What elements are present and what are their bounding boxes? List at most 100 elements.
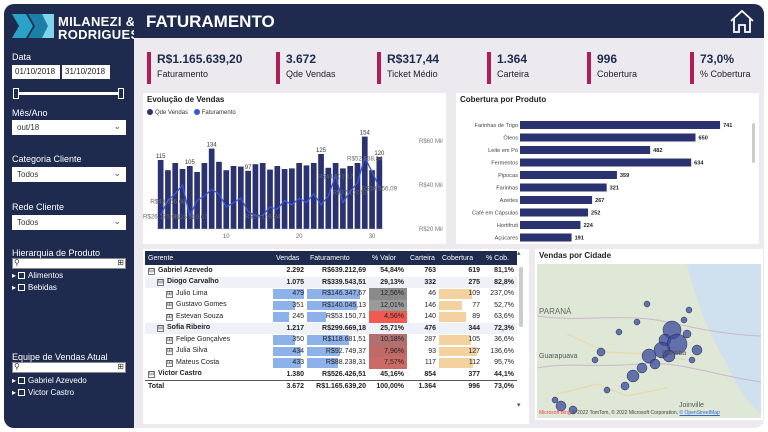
checkbox[interactable] (18, 377, 26, 384)
carteira-cell: 332 (407, 276, 439, 288)
cobertura-bar (520, 158, 692, 167)
hierarchy-search-input[interactable]: ⚲ ⊞ (12, 258, 126, 269)
qde-vendas-bar (354, 163, 361, 229)
scroll-thumb[interactable] (519, 267, 523, 327)
point-label: R$43.666,68 (150, 198, 186, 205)
team-item[interactable]: ▸ Victor Castro (12, 388, 75, 397)
point-label: R$26.146,84 (245, 213, 281, 220)
qde-vendas-bar (245, 170, 251, 229)
col-header[interactable]: % Valor (369, 251, 407, 265)
category-label: Pipocas (498, 173, 518, 179)
city-bubble (636, 362, 648, 374)
value-label: 482 (653, 148, 662, 154)
y-tick-label: R$60 Mil (419, 139, 443, 145)
expand-icon[interactable]: ⊞ (117, 362, 124, 371)
date-slider-end-handle[interactable] (118, 88, 124, 99)
chevron-down-icon: ⌄ (113, 121, 121, 131)
table-row[interactable]: ⊞ Mateus Costa 433 R$88.238,31 7,57% 117 112 95… (145, 357, 517, 369)
expand-toggle-icon[interactable]: ⊞ (166, 313, 173, 321)
table-row[interactable]: ⊞ Gustavo Gomes 351 R$140.045,13 12,01% 146 77… (145, 299, 517, 311)
osm-link[interactable]: © OpenStreetMap (679, 410, 720, 416)
qde-vendas-bar (267, 169, 273, 229)
scroll-down-icon[interactable]: ▾ (517, 402, 521, 409)
date-range-slider[interactable] (16, 92, 122, 95)
table-row[interactable]: ⊞ Julia Silva 434 R$92.749,37 7,96% 93 127 136,… (145, 345, 517, 357)
date-slider-start-handle[interactable] (13, 88, 19, 99)
row-label: Gustavo Gomes (176, 301, 227, 309)
col-header[interactable]: Carteira (407, 251, 439, 265)
city-map[interactable]: PARANÁ Guarapuava Curitiba Joinville Mic… (536, 264, 762, 418)
checkbox[interactable] (18, 284, 26, 291)
col-header[interactable]: Faturamento (307, 251, 369, 265)
city-bubble (620, 381, 630, 391)
legend-dot-icon (147, 109, 153, 115)
y-tick-label: R$40 Mil (419, 183, 443, 189)
kpi-value: R$317,44 (387, 52, 440, 66)
scroll-up-icon[interactable]: ▴ (517, 250, 521, 257)
point-label: 154 (360, 131, 371, 137)
checkbox[interactable] (18, 272, 26, 279)
qde-vendas-bar (325, 167, 332, 229)
home-icon[interactable] (728, 8, 756, 34)
expand-toggle-icon[interactable]: ⊟ (148, 267, 155, 275)
expand-toggle-icon[interactable]: ⊞ (166, 336, 173, 344)
team-item[interactable]: ▸ Gabriel Azevedo (12, 376, 87, 385)
expand-toggle-icon[interactable]: ⊟ (157, 325, 164, 333)
date-start-input[interactable]: 01/10/2018 (12, 65, 60, 79)
category-select[interactable]: Todos ⌄ (12, 167, 126, 182)
expand-icon[interactable]: ⊞ (117, 258, 124, 267)
kpi-value: 1.364 (497, 52, 528, 66)
col-header[interactable]: Cobertura (439, 251, 483, 265)
col-header[interactable]: % Cob. (483, 251, 517, 265)
date-end-input[interactable]: 31/10/2018 (62, 65, 110, 79)
hierarchy-item[interactable]: ▸ Bebidas (12, 283, 57, 292)
total-cell: 73,0% (483, 379, 517, 392)
col-header[interactable]: Vendas (273, 251, 307, 265)
city-bubble (596, 347, 606, 357)
hierarchy-filter-label: Hierarquia de Produto (12, 248, 101, 258)
expand-toggle-icon[interactable]: ⊟ (157, 279, 164, 287)
table-row[interactable]: ⊞ Julio Lima 479 R$146.347,67 12,56% 46 109 237… (145, 288, 517, 300)
month-select[interactable]: out/18 ⌄ (12, 120, 126, 135)
table-row[interactable]: ⊟ Diogo Carvalho 1.075 R$339.543,51 29,13% 33… (145, 276, 517, 288)
brand-logo: MILANEZI & RODRIGUES (12, 14, 139, 42)
table-row[interactable]: ⊟ Sofia Ribeiro 1.217 R$299.669,18 25,71% 476… (145, 322, 517, 334)
cobertura-cell: 105 (439, 334, 483, 346)
faturamento-cell: R$118.681,51 (307, 334, 369, 346)
qde-vendas-bar (303, 165, 310, 229)
kpi-qde-vendas: 3.672 Qde Vendas (276, 52, 336, 84)
pct-cob-cell: 44,1% (483, 368, 517, 380)
expand-toggle-icon[interactable]: ⊞ (166, 290, 173, 298)
network-select-value: Todos (17, 218, 39, 227)
network-select[interactable]: Todos ⌄ (12, 215, 126, 230)
table-row[interactable]: ⊞ Felipe Gonçalves 350 R$118.681,51 10,18% 28… (145, 334, 517, 346)
pct-cob-cell: 72,3% (483, 322, 517, 334)
expand-toggle-icon[interactable]: ⊞ (166, 359, 173, 367)
city-bubble (680, 316, 688, 324)
gerente-table-panel: Gerente Vendas Faturamento % Valor Carte… (143, 249, 529, 424)
kpi-value: 996 (597, 52, 618, 66)
map-canvas: PARANÁ Guarapuava Curitiba Joinville (536, 264, 762, 415)
team-search-input[interactable]: ⚲ ⊞ (12, 362, 126, 373)
expand-toggle-icon[interactable]: ⊞ (166, 348, 173, 356)
col-header[interactable]: Gerente (145, 251, 273, 265)
hierarchy-item[interactable]: ▸ Alimentos (12, 271, 64, 280)
table-scrollbar[interactable]: ▴ ▾ (517, 250, 525, 409)
point-label: R$44.301,17 (318, 174, 354, 181)
cobertura-cell: 112 (439, 357, 483, 369)
expand-toggle-icon[interactable]: ⊟ (148, 371, 155, 378)
qde-vendas-bar (157, 160, 164, 229)
table-row[interactable]: ⊟ Gabriel Azevedo 2.292 R$639.212,69 54,84% 7… (145, 265, 517, 277)
cobertura-bar (520, 221, 581, 229)
pct-valor-cell: 12,56% (369, 288, 407, 300)
row-label-cell: ⊟ Sofia Ribeiro (145, 322, 273, 334)
logo-mark-icon (12, 14, 54, 38)
table-row[interactable]: ⊞ Estevan Souza 245 R$53.150,71 4,56% 140 89 63… (145, 311, 517, 323)
kpi-cobertura: 996 Cobertura (587, 52, 637, 84)
pct-cob-cell: 237,0% (490, 290, 514, 298)
expand-toggle-icon[interactable]: ⊞ (166, 302, 173, 310)
table-row[interactable]: ⊟ Victor Castro 1.380 R$526.426,51 45,16% 854… (145, 368, 517, 380)
checkbox[interactable] (18, 389, 26, 396)
qde-vendas-bar (289, 168, 295, 229)
map-label-guarapuava: Guarapuava (539, 353, 578, 360)
